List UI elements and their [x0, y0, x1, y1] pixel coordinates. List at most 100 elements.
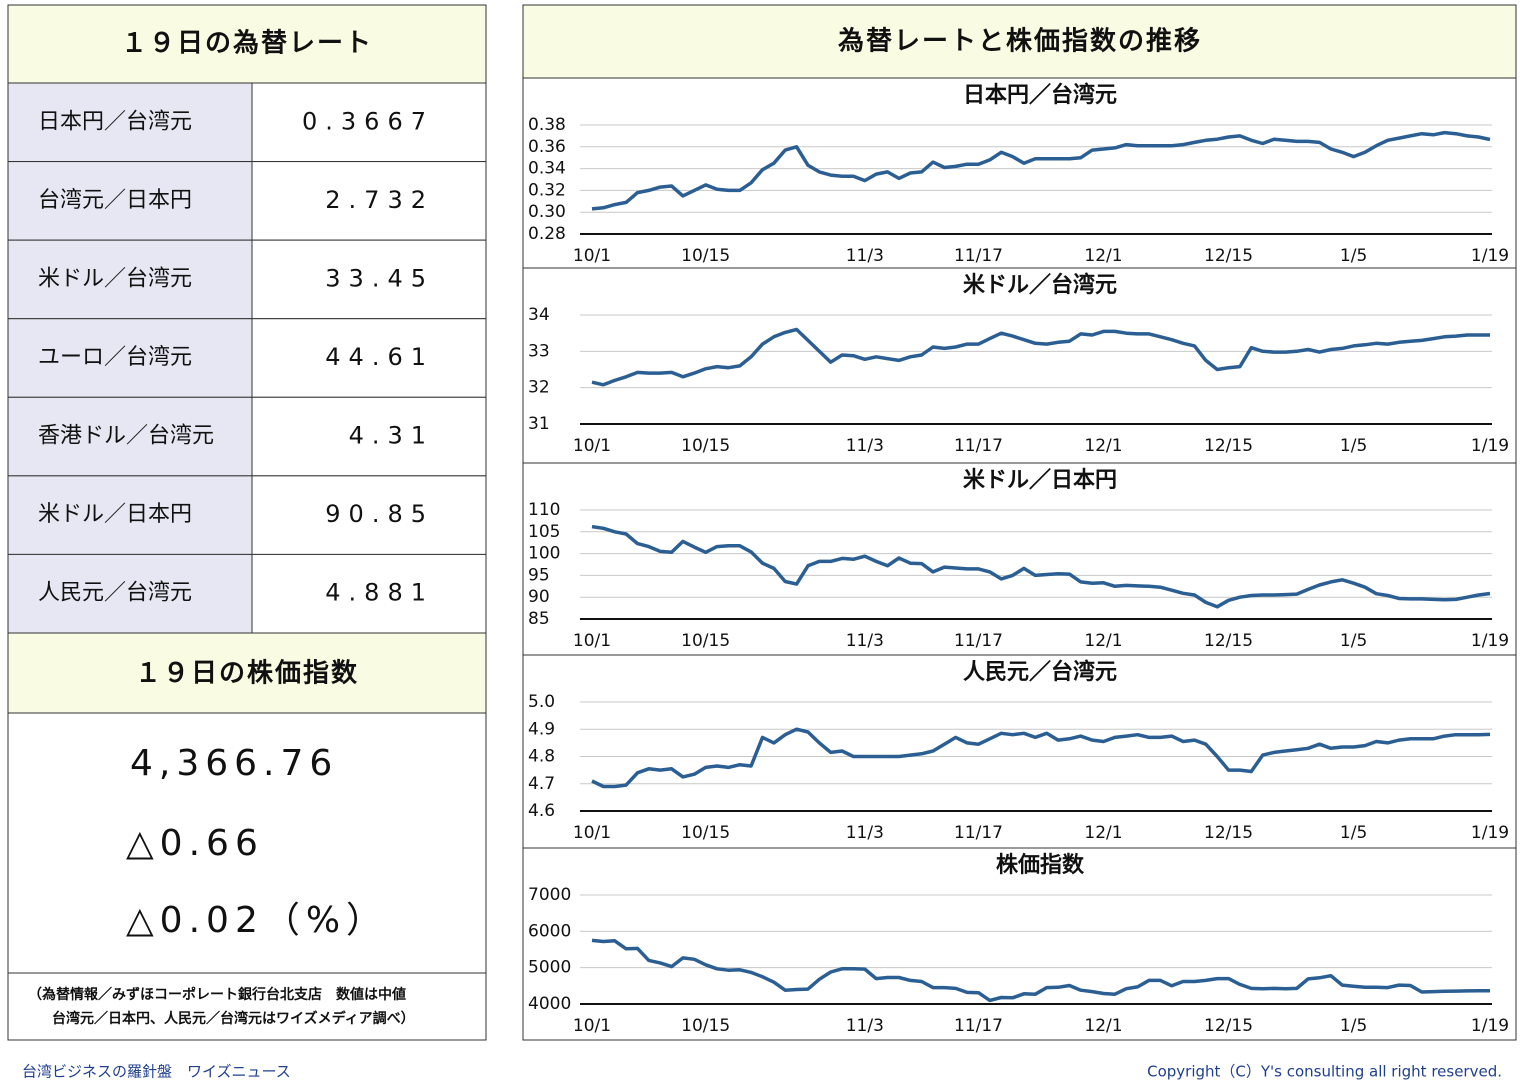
- x-tick-label: 1/5: [1340, 631, 1367, 651]
- rate-label: 米ドル／台湾元: [38, 266, 192, 291]
- x-tick-label: 11/17: [954, 631, 1003, 651]
- panel-header: [522, 4, 1517, 79]
- x-tick-label: 12/1: [1084, 823, 1122, 843]
- x-tick-label: 12/1: [1084, 436, 1122, 456]
- y-tick-label: 0.30: [528, 202, 566, 222]
- y-tick-label: 31: [528, 414, 550, 434]
- rate-label: ユーロ／台湾元: [38, 345, 192, 370]
- x-tick-label: 1/19: [1471, 246, 1509, 266]
- y-tick-label: 90: [528, 587, 550, 607]
- rate-value: 33.45: [325, 264, 434, 292]
- y-tick-label: 105: [528, 522, 560, 542]
- line: [591, 727, 1491, 789]
- rate-value: 2.732: [325, 186, 434, 214]
- rate-value: 4.881: [325, 579, 434, 607]
- chart-title: 日本円／台湾元: [963, 82, 1117, 108]
- y-tick-label: 34: [528, 305, 550, 325]
- x-tick-label: 12/1: [1084, 631, 1122, 651]
- y-tick-label: 33: [528, 341, 550, 361]
- note: 台湾元／日本円、人民元／台湾元はワイズメディア調べ）: [52, 1010, 415, 1027]
- line: [591, 130, 1491, 211]
- x-tick-label: 12/15: [1204, 631, 1253, 651]
- x-tick-label: 12/15: [1204, 436, 1253, 456]
- y-tick-label: 0.38: [528, 115, 566, 135]
- x-tick-label: 10/15: [681, 631, 730, 651]
- x-tick-label: 11/3: [846, 1016, 884, 1036]
- stock-change-pct: △0.02（%）: [126, 900, 388, 941]
- rate-value-cell: [251, 475, 487, 555]
- x-tick-label: 10/1: [573, 436, 611, 456]
- note-box: [7, 972, 487, 1041]
- x-tick-label: 1/5: [1340, 1016, 1367, 1036]
- x-tick-label: 12/15: [1204, 1016, 1253, 1036]
- x-tick-label: 1/19: [1471, 1016, 1509, 1036]
- x-tick-label: 11/17: [954, 1016, 1003, 1036]
- x-tick-label: 1/5: [1340, 823, 1367, 843]
- chart-title: 株価指数: [996, 852, 1085, 878]
- y-tick-label: 0.34: [528, 159, 566, 179]
- x-tick-label: 10/15: [681, 246, 730, 266]
- y-tick-label: 0.36: [528, 137, 566, 157]
- x-tick-label: 12/1: [1084, 246, 1122, 266]
- x-tick-label: 12/15: [1204, 246, 1253, 266]
- stock-title: １９日の株価指数: [135, 659, 359, 689]
- line: [591, 938, 1490, 1003]
- chart-panel: [522, 77, 1517, 269]
- x-tick-label: 1/19: [1471, 631, 1509, 651]
- x-tick-label: 1/19: [1471, 436, 1509, 456]
- chart-title: 米ドル／台湾元: [963, 272, 1117, 298]
- x-tick-label: 11/3: [846, 631, 884, 651]
- x-tick-label: 11/3: [846, 246, 884, 266]
- stock-box: [7, 712, 487, 974]
- x-tick-label: 1/5: [1340, 436, 1367, 456]
- x-tick-label: 10/15: [681, 823, 730, 843]
- x-tick-label: 12/1: [1084, 1016, 1122, 1036]
- stock-change: △0.66: [126, 823, 264, 864]
- rate-label: 台湾元／日本円: [38, 188, 192, 213]
- x-tick-label: 12/15: [1204, 823, 1253, 843]
- y-tick-label: 4000: [528, 994, 571, 1014]
- y-tick-label: 4.6: [528, 801, 555, 821]
- rate-value: 90.85: [325, 500, 434, 528]
- y-tick-label: 5000: [528, 958, 571, 978]
- x-tick-label: 10/1: [573, 246, 611, 266]
- rate-value-cell: [251, 553, 487, 634]
- y-tick-label: 110: [528, 500, 560, 520]
- y-tick-label: 7000: [528, 885, 571, 905]
- rate-value-cell: [251, 239, 487, 320]
- x-tick-label: 10/1: [573, 823, 611, 843]
- y-tick-label: 0.32: [528, 180, 566, 200]
- rate-value-cell: [251, 318, 487, 398]
- y-tick-label: 4.9: [528, 719, 555, 739]
- rates-title: １９日の為替レート: [121, 29, 373, 59]
- rates-header: [7, 4, 487, 84]
- footer-left: 台湾ビジネスの羅針盤 ワイズニュース: [22, 1063, 291, 1081]
- rate-label: 米ドル／日本円: [38, 502, 192, 527]
- y-tick-label: 4.8: [528, 747, 555, 767]
- x-tick-label: 10/1: [573, 1016, 611, 1036]
- rate-label: 人民元／台湾元: [38, 581, 192, 606]
- rate-label-cell: [7, 475, 253, 555]
- y-tick-label: 85: [528, 609, 550, 629]
- panel-title: 為替レートと株価指数の推移: [838, 27, 1202, 57]
- chart-panel: [522, 654, 1517, 849]
- rate-value: 44.61: [325, 343, 434, 371]
- chart-title: 米ドル／日本円: [963, 468, 1117, 493]
- rate-value-cell: [251, 161, 487, 241]
- chart-title: 人民元／台湾元: [963, 659, 1117, 685]
- y-tick-label: 5.0: [528, 692, 555, 712]
- x-tick-label: 10/15: [681, 1016, 730, 1036]
- rate-label-cell: [7, 553, 253, 634]
- x-tick-label: 1/19: [1471, 823, 1509, 843]
- x-tick-label: 10/1: [573, 631, 611, 651]
- stock-index: 4,366.76: [130, 743, 338, 784]
- x-tick-label: 11/3: [846, 436, 884, 456]
- note: （為替情報／みずほコーポレート銀行台北支店 数値は中値: [28, 986, 406, 1003]
- x-tick-label: 11/17: [954, 436, 1003, 456]
- line: [591, 327, 1490, 387]
- y-tick-label: 95: [528, 565, 550, 585]
- x-tick-label: 11/3: [846, 823, 884, 843]
- x-tick-label: 10/15: [681, 436, 730, 456]
- x-tick-label: 11/17: [954, 823, 1003, 843]
